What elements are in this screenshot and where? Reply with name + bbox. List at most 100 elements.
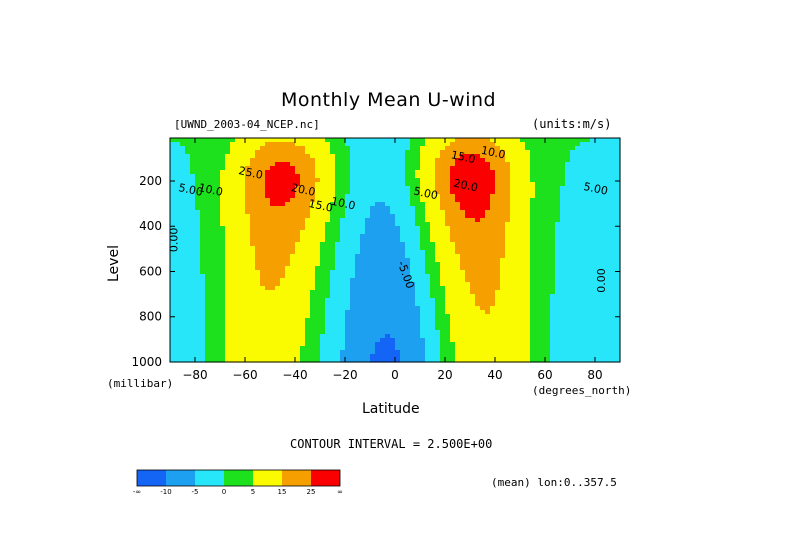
field-cell — [395, 234, 401, 239]
field-cell — [610, 318, 616, 323]
field-cell — [455, 338, 461, 343]
field-cell — [205, 146, 211, 151]
field-cell — [600, 258, 606, 263]
field-cell — [415, 238, 421, 243]
field-cell — [480, 310, 486, 315]
field-cell — [520, 234, 526, 239]
field-cell — [170, 322, 176, 327]
field-cell — [205, 234, 211, 239]
field-cell — [520, 190, 526, 195]
field-cell — [210, 154, 216, 159]
field-cell — [615, 178, 621, 183]
field-cell — [610, 198, 616, 203]
field-cell — [530, 314, 536, 319]
field-cell — [525, 346, 531, 351]
field-cell — [470, 306, 476, 311]
field-cell — [340, 334, 346, 339]
field-cell — [470, 298, 476, 303]
field-cell — [180, 310, 186, 315]
field-cell — [360, 182, 366, 187]
field-cell — [415, 178, 421, 183]
field-cell — [585, 202, 591, 207]
field-cell — [260, 194, 266, 199]
field-cell — [520, 290, 526, 295]
field-cell — [170, 258, 176, 263]
field-cell — [490, 310, 496, 315]
field-cell — [415, 182, 421, 187]
field-cell — [540, 266, 546, 271]
field-cell — [545, 314, 551, 319]
field-cell — [425, 202, 431, 207]
field-cell — [600, 346, 606, 351]
field-cell — [375, 150, 381, 155]
field-cell — [545, 170, 551, 175]
field-cell — [510, 222, 516, 227]
field-cell — [285, 278, 291, 283]
field-cell — [355, 206, 361, 211]
field-cell — [320, 322, 326, 327]
field-cell — [240, 138, 246, 143]
field-cell — [200, 218, 206, 223]
field-cell — [245, 346, 251, 351]
field-cell — [275, 306, 281, 311]
field-cell — [575, 322, 581, 327]
field-cell — [460, 166, 466, 171]
field-cell — [480, 178, 486, 183]
field-cell — [330, 302, 336, 307]
field-cell — [320, 226, 326, 231]
field-cell — [610, 262, 616, 267]
field-cell — [410, 266, 416, 271]
field-cell — [575, 286, 581, 291]
field-cell — [405, 270, 411, 275]
field-cell — [450, 262, 456, 267]
field-cell — [600, 242, 606, 247]
field-cell — [420, 166, 426, 171]
field-cell — [310, 162, 316, 167]
field-cell — [535, 226, 541, 231]
field-cell — [280, 162, 286, 167]
field-cell — [295, 174, 301, 179]
field-cell — [470, 194, 476, 199]
field-cell — [190, 154, 196, 159]
field-cell — [345, 190, 351, 195]
field-cell — [385, 330, 391, 335]
field-cell — [590, 146, 596, 151]
field-cell — [400, 342, 406, 347]
field-cell — [440, 178, 446, 183]
field-cell — [260, 150, 266, 155]
field-cell — [265, 326, 271, 331]
field-cell — [545, 182, 551, 187]
field-cell — [580, 318, 586, 323]
field-cell — [240, 182, 246, 187]
field-cell — [375, 286, 381, 291]
field-cell — [580, 282, 586, 287]
field-cell — [560, 158, 566, 163]
field-cell — [195, 358, 201, 363]
field-cell — [390, 350, 396, 355]
field-cell — [190, 238, 196, 243]
field-cell — [530, 262, 536, 267]
field-cell — [440, 250, 446, 255]
field-cell — [545, 154, 551, 159]
field-cell — [330, 198, 336, 203]
field-cell — [470, 146, 476, 151]
field-cell — [205, 242, 211, 247]
field-cell — [450, 238, 456, 243]
field-cell — [285, 154, 291, 159]
field-cell — [305, 142, 311, 147]
field-cell — [205, 254, 211, 259]
field-cell — [550, 258, 556, 263]
field-cell — [370, 194, 376, 199]
field-cell — [525, 150, 531, 155]
field-cell — [300, 238, 306, 243]
field-cell — [580, 190, 586, 195]
field-cell — [565, 182, 571, 187]
field-cell — [275, 190, 281, 195]
field-cell — [240, 170, 246, 175]
field-cell — [560, 182, 566, 187]
field-cell — [410, 146, 416, 151]
field-cell — [205, 322, 211, 327]
field-cell — [460, 306, 466, 311]
field-cell — [600, 330, 606, 335]
field-cell — [540, 326, 546, 331]
